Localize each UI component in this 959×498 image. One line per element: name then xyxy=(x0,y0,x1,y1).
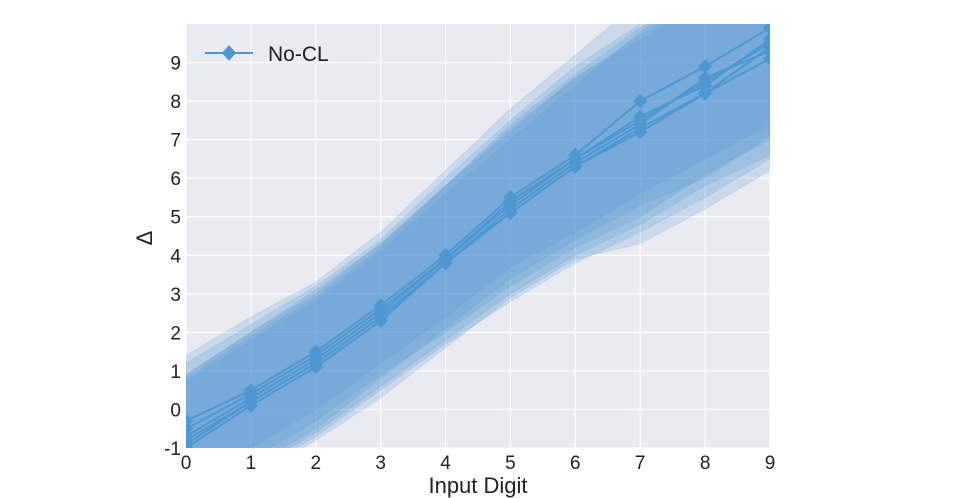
data-point-run-6-x3 xyxy=(373,309,388,325)
x-axis-label: Input Digit xyxy=(428,473,527,498)
data-point-run-6-x6 xyxy=(568,159,583,174)
y-tick-label: 4 xyxy=(170,246,181,267)
x-tick-label: 2 xyxy=(310,453,321,474)
y-tick-label: 0 xyxy=(170,400,181,421)
data-point-run-6-x9 xyxy=(762,39,770,55)
x-tick-label: 3 xyxy=(375,453,386,474)
data-point-run-3-x9 xyxy=(762,24,770,36)
y-tick-label: 7 xyxy=(170,131,181,152)
y-tick-labels: -1 0 1 2 3 4 5 6 7 8 9 xyxy=(164,54,181,460)
y-tick-label: 9 xyxy=(170,54,181,75)
legend: No-CL xyxy=(205,43,329,66)
y-tick-label: 8 xyxy=(170,92,181,113)
x-tick-label: 1 xyxy=(246,453,257,474)
y-tick-label: 1 xyxy=(170,362,181,383)
series-line-run-5 xyxy=(186,38,770,438)
x-tick-label: 0 xyxy=(181,453,192,474)
data-point-run-6-x1 xyxy=(243,394,259,409)
data-point-run-6-x5 xyxy=(503,205,518,221)
legend-diamond-marker xyxy=(221,45,237,61)
data-point-run-6-x4 xyxy=(438,255,453,271)
data-point-run-6-x2 xyxy=(308,355,323,371)
x-tick-label: 6 xyxy=(570,453,581,474)
x-tick-label: 9 xyxy=(765,453,776,474)
x-tick-label: 7 xyxy=(635,453,646,474)
y-tick-label: 6 xyxy=(170,169,181,190)
data-point-run-6-x0 xyxy=(186,436,194,448)
x-tick-label: 8 xyxy=(700,453,711,474)
series-line-run-3 xyxy=(186,26,770,422)
y-tick-label: -1 xyxy=(164,439,181,460)
y-tick-label: 3 xyxy=(170,285,181,306)
y-tick-label: 5 xyxy=(170,208,181,229)
data-point-run-6-x8 xyxy=(697,86,713,101)
y-tick-label: 2 xyxy=(170,323,181,344)
series-lines xyxy=(186,24,770,448)
x-tick-label: 5 xyxy=(505,453,516,474)
y-axis-label: Δ xyxy=(132,230,157,245)
legend-label-no-cl: No-CL xyxy=(268,43,329,66)
data-point-run-3-x0 xyxy=(186,413,194,429)
series-line-run-6 xyxy=(186,46,770,445)
data-point-run-3-x7 xyxy=(633,93,648,109)
data-point-run-6-x7 xyxy=(633,120,648,136)
x-tick-labels: 0 1 2 3 4 5 6 7 8 9 xyxy=(181,453,776,474)
x-tick-label: 4 xyxy=(440,453,451,474)
